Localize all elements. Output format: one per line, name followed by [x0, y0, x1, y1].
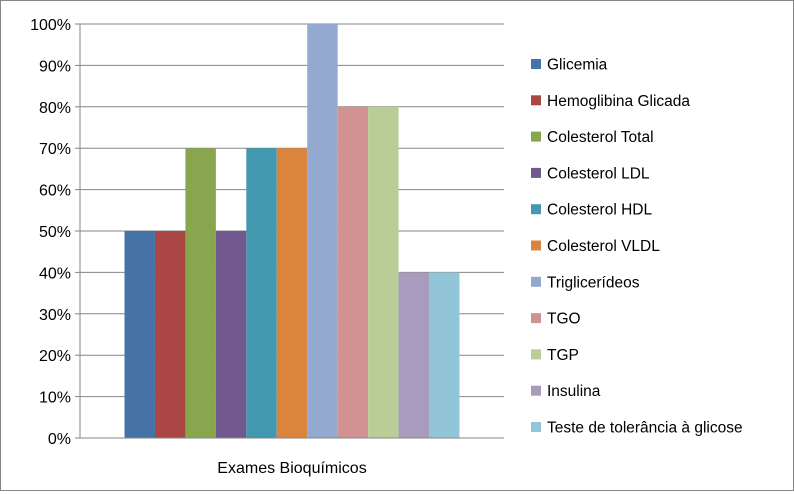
legend-label: Insulina: [547, 383, 601, 400]
axes: 0% 10% 20% 30% 40% 50% 60% 70% 80% 90% 100% Exames …: [30, 17, 504, 477]
bar: [429, 272, 460, 438]
legend-label: Colesterol LDL: [547, 165, 650, 182]
legend-label: Colesterol HDL: [547, 202, 652, 219]
bar: [154, 231, 186, 438]
bar: [246, 148, 277, 438]
legend-swatch: [531, 167, 541, 178]
y-tick-label: 40%: [39, 265, 71, 282]
legend-label: Colesterol VLDL: [547, 238, 660, 255]
x-category-label: Exames Bioquímicos: [217, 460, 366, 477]
y-tick-label: 70%: [39, 141, 71, 158]
legend-label: TGP: [547, 347, 579, 364]
bar: [307, 24, 338, 438]
y-tick-label: 50%: [39, 224, 71, 241]
legend-label: Teste de tolerância à glicose: [547, 420, 743, 437]
legend-label: Colesterol Total: [547, 129, 654, 146]
legend-swatch: [531, 204, 541, 215]
legend-swatch: [531, 276, 541, 287]
bar: [215, 231, 247, 438]
y-tick-label: 80%: [39, 100, 71, 117]
legend-swatch: [531, 240, 541, 251]
y-tick-label: 0%: [48, 431, 71, 448]
y-tick-label: 60%: [39, 183, 71, 200]
legend-swatch: [531, 349, 541, 360]
legend-swatch: [531, 59, 541, 69]
legend-swatch: [531, 313, 541, 324]
y-tick-label: 100%: [30, 17, 71, 34]
bar: [185, 148, 216, 438]
bar: [124, 231, 155, 438]
y-tick-label: 10%: [39, 390, 71, 407]
bars: [124, 24, 460, 439]
bar: [276, 148, 308, 438]
legend: Glicemia Hemoglibina Glicada Colesterol To…: [531, 57, 743, 437]
legend-swatch: [531, 385, 541, 396]
bar: [337, 106, 369, 439]
legend-swatch: [531, 95, 541, 106]
y-tick-label: 20%: [39, 348, 71, 365]
legend-swatch: [531, 422, 541, 432]
legend-label: Hemoglibina Glicada: [547, 93, 690, 110]
y-tick-label: 90%: [39, 58, 71, 75]
legend-label: TGO: [547, 311, 581, 328]
bar: [368, 106, 399, 439]
y-tick-label: 30%: [39, 307, 71, 324]
legend-swatch: [531, 131, 541, 142]
bar: [398, 272, 430, 438]
legend-label: Glicemia: [547, 57, 608, 74]
legend-label: Triglicerídeos: [547, 274, 640, 291]
